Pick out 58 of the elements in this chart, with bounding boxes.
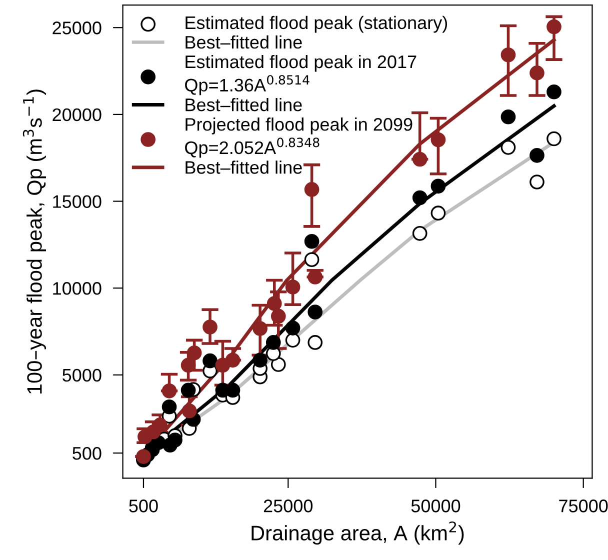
point	[430, 132, 446, 148]
point	[500, 109, 516, 124]
legend-label: Best–fitted line	[186, 160, 302, 174]
point	[225, 352, 240, 368]
x-tick-label: 25000	[264, 500, 313, 512]
point	[202, 320, 218, 334]
y-tick-label: 10000	[53, 282, 102, 295]
point	[304, 252, 320, 268]
point	[412, 226, 428, 241]
point	[530, 148, 544, 163]
point	[500, 140, 516, 155]
point	[202, 353, 218, 368]
point	[285, 332, 300, 348]
point	[546, 84, 562, 100]
point	[530, 66, 544, 80]
point	[180, 382, 196, 398]
legend-label: Projected flood peak in 2099 Qp=2.052A$^{0.8348}$	[185, 118, 412, 158]
point	[500, 47, 516, 62]
x-axis-title: Drainage area, A (km$^{2}$)	[252, 521, 464, 545]
point	[412, 190, 428, 206]
point	[162, 383, 177, 398]
point	[546, 19, 562, 34]
x-tick-label: 75000	[559, 500, 608, 512]
point	[530, 174, 544, 190]
legend-label: Best–fitted line	[186, 35, 302, 49]
point	[180, 358, 196, 373]
point	[266, 296, 282, 311]
point	[412, 152, 428, 167]
point	[308, 304, 323, 320]
point	[168, 432, 182, 448]
x-tick-label: 500	[129, 500, 158, 512]
y-tick-label: 15000	[53, 195, 102, 208]
legend-label: Estimated flood peak (stationary)	[186, 16, 448, 33]
legend-label: Best–fitted line	[186, 98, 302, 112]
legend-label: Estimated flood peak in 2017 Qp=1.36A$^{0.8514}$	[185, 54, 416, 96]
point	[308, 335, 323, 350]
point	[285, 320, 300, 336]
point	[266, 335, 281, 350]
point	[285, 280, 300, 294]
point	[430, 178, 446, 194]
point	[308, 270, 323, 284]
y-tick-label: 500	[72, 446, 102, 460]
y-tick-label: 25000	[52, 22, 102, 34]
point	[546, 131, 562, 146]
point	[182, 403, 197, 418]
point	[270, 357, 286, 372]
point	[270, 308, 286, 324]
point	[252, 352, 268, 368]
y-axis-title: 100–year flood peak, Qp (m$^{3}$s$^{−1}$)	[22, 90, 46, 394]
x-tick-label: 50000	[411, 500, 460, 512]
point	[430, 206, 446, 220]
point	[304, 182, 320, 197]
point	[186, 345, 202, 360]
point	[304, 234, 320, 249]
point	[252, 321, 268, 336]
y-tick-label: 20000	[52, 108, 102, 122]
point	[162, 399, 177, 414]
y-tick-label: 5000	[62, 368, 102, 382]
